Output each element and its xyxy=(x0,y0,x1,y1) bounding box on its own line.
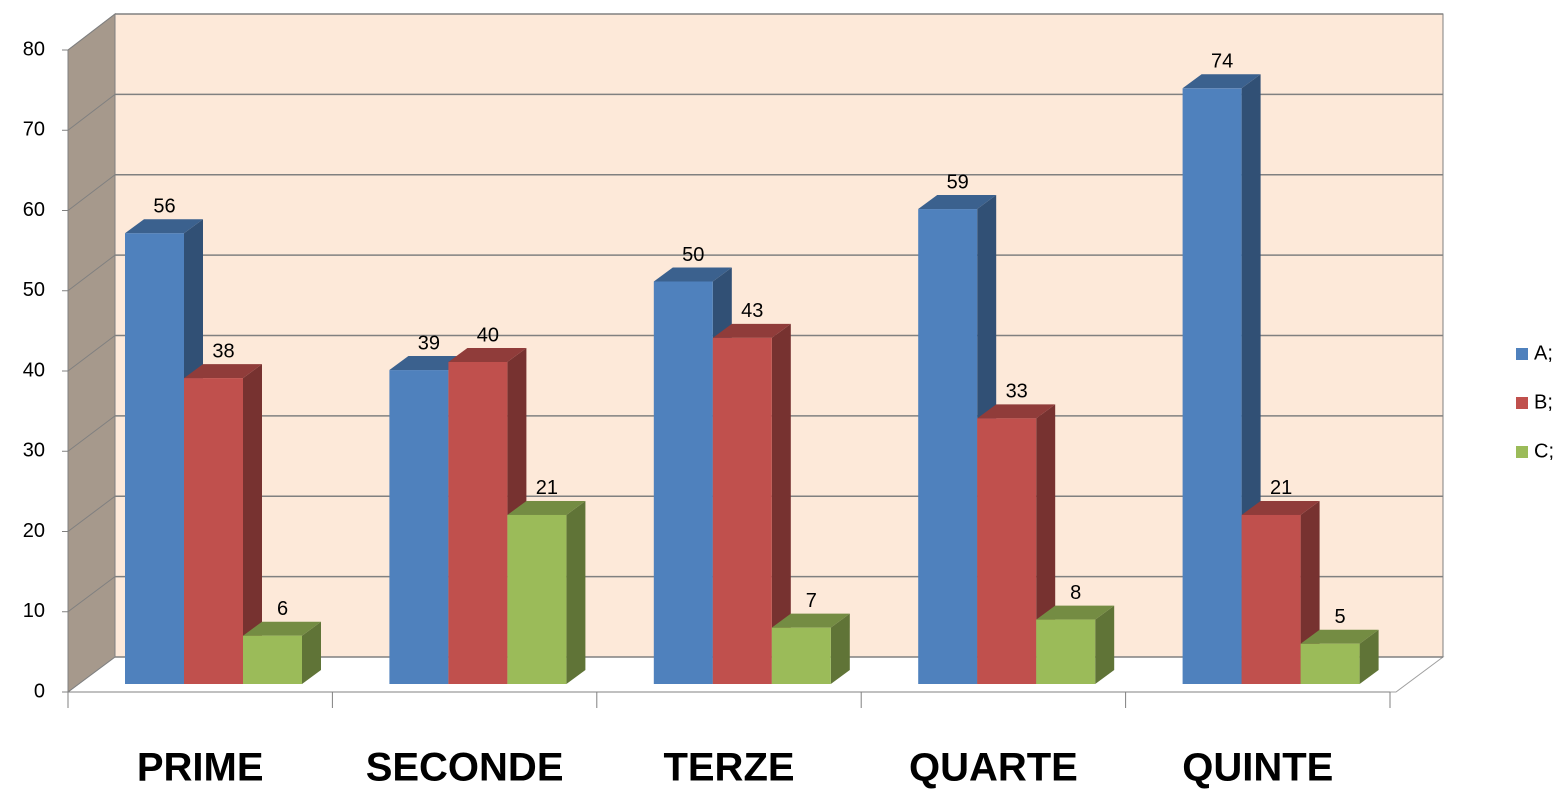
x-tick-label: QUARTE xyxy=(909,746,1078,790)
legend-label: C; xyxy=(1534,440,1554,462)
data-label: 50 xyxy=(682,244,704,266)
bar xyxy=(653,281,713,684)
bar-top xyxy=(243,621,321,636)
legend-swatch xyxy=(1516,446,1528,458)
bar-side xyxy=(302,621,321,684)
legend-swatch xyxy=(1516,348,1528,360)
y-tick-label: 30 xyxy=(23,440,45,462)
data-label: 74 xyxy=(1211,51,1233,73)
x-tick-label: SECONDE xyxy=(366,746,564,790)
grid-line xyxy=(67,415,116,452)
x-tick-label: PRIME xyxy=(137,746,264,790)
data-label: 33 xyxy=(1006,381,1028,403)
bar-top xyxy=(389,356,468,371)
legend-swatch xyxy=(1516,397,1528,409)
data-label: 39 xyxy=(418,332,440,354)
bar-top xyxy=(653,267,732,282)
bar-side xyxy=(771,323,791,684)
bar-top xyxy=(125,219,203,234)
data-label: 8 xyxy=(1070,582,1081,604)
data-label: 6 xyxy=(277,598,288,620)
bar xyxy=(1036,619,1096,684)
bar-top xyxy=(771,613,850,628)
grid-line xyxy=(67,335,116,372)
grid-line xyxy=(67,93,116,131)
bar-top xyxy=(507,500,586,515)
bar-top xyxy=(1300,629,1379,644)
grid-line xyxy=(67,13,116,51)
bar xyxy=(243,635,302,684)
bar xyxy=(977,418,1037,684)
grid-line xyxy=(67,656,116,693)
bar-top xyxy=(1241,500,1320,515)
bar xyxy=(389,370,449,684)
bar-top xyxy=(448,348,527,362)
data-label: 7 xyxy=(806,590,817,612)
bar xyxy=(1182,88,1242,685)
y-tick-label: 50 xyxy=(23,279,45,301)
bar xyxy=(1300,643,1360,684)
bar-top xyxy=(918,195,997,210)
y-tick-label: 10 xyxy=(23,600,45,622)
x-tick-label: QUINTE xyxy=(1182,746,1333,790)
bar-side xyxy=(830,613,850,684)
legend-label: A; xyxy=(1534,342,1553,364)
bar-side xyxy=(243,364,262,684)
grid-line xyxy=(67,254,116,292)
y-tick-label: 70 xyxy=(23,119,45,141)
data-label: 59 xyxy=(947,171,969,193)
y-tick-label: 20 xyxy=(23,520,45,542)
data-label: 5 xyxy=(1335,606,1346,628)
bar-top xyxy=(1036,605,1115,620)
bar-side xyxy=(1095,605,1115,684)
bar-top xyxy=(977,404,1056,419)
data-label: 38 xyxy=(212,340,234,362)
data-label: 21 xyxy=(536,477,558,499)
bar xyxy=(507,514,567,684)
bar xyxy=(125,233,184,684)
data-label: 43 xyxy=(741,300,763,322)
x-tick-label: TERZE xyxy=(663,746,794,790)
grid-line xyxy=(67,495,116,532)
grid-line xyxy=(67,174,116,211)
bar xyxy=(1241,514,1301,684)
bar xyxy=(448,362,508,684)
y-tick-label: 60 xyxy=(23,199,45,221)
bar xyxy=(918,209,978,685)
bar xyxy=(771,627,831,684)
data-label: 21 xyxy=(1270,477,1292,499)
grid-line xyxy=(67,576,116,613)
bar-top xyxy=(1182,74,1261,89)
legend-label: B; xyxy=(1534,391,1553,413)
data-label: 56 xyxy=(153,195,175,217)
bar-side xyxy=(1359,629,1379,684)
bar-top xyxy=(184,364,262,379)
data-label: 40 xyxy=(477,324,499,346)
bar xyxy=(712,337,772,684)
bar-side xyxy=(566,500,586,684)
bar xyxy=(184,378,243,684)
y-tick-label: 0 xyxy=(34,680,45,702)
bar-top xyxy=(712,323,791,338)
y-tick-label: 40 xyxy=(23,359,45,381)
y-tick-label: 80 xyxy=(23,38,45,60)
